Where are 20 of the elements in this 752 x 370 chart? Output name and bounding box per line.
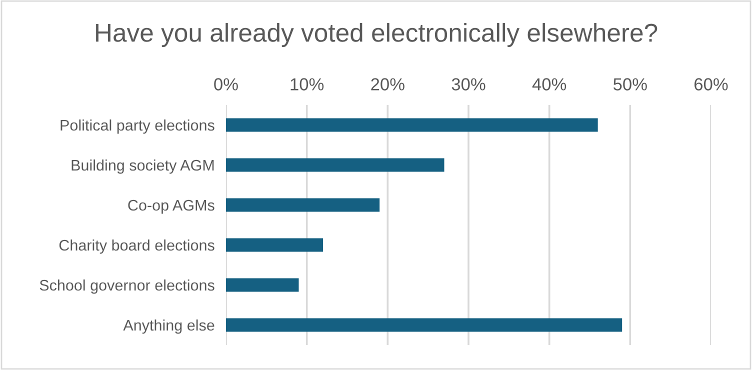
bar: [226, 198, 380, 212]
x-tick-label: 50%: [613, 78, 647, 90]
x-tick-label: 10%: [290, 78, 324, 90]
y-tick-label: Charity board elections: [59, 239, 214, 254]
x-tick-label: 30%: [452, 78, 486, 90]
y-tick-label: Political party elections: [60, 119, 214, 134]
bar: [226, 158, 444, 172]
bar: [226, 318, 622, 332]
y-tick-label: Building society AGM: [72, 159, 214, 174]
bar: [226, 278, 299, 292]
y-tick-label: Anything else: [123, 319, 214, 334]
bar: [226, 238, 323, 252]
x-tick-label: 20%: [371, 78, 404, 90]
x-tick-label: 40%: [532, 78, 566, 90]
bar: [226, 118, 598, 132]
x-tick-label: 0%: [214, 78, 238, 90]
chart-title: Have you already voted electronically elsewhere?: [96, 23, 658, 47]
y-tick-label: Co-op AGMs: [128, 200, 214, 214]
y-tick-label: School governor elections: [40, 279, 214, 294]
x-tick-label: 60%: [694, 78, 728, 90]
